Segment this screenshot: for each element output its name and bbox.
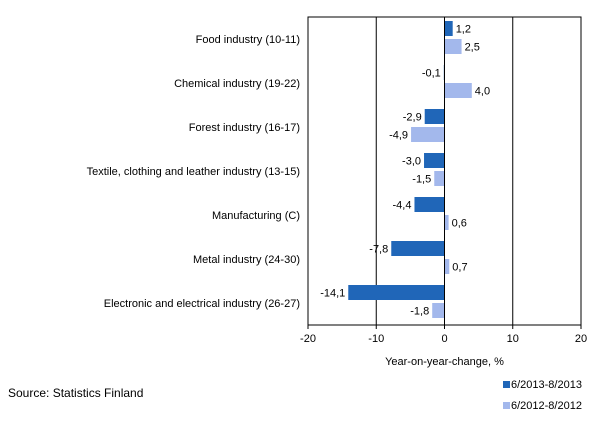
- category-label: Textile, clothing and leather industry (…: [87, 166, 300, 178]
- legend-label: 6/2012-8/2012: [511, 400, 582, 412]
- data-label: -1,5: [412, 174, 431, 186]
- data-label: -7,8: [369, 244, 388, 256]
- bar: [414, 197, 445, 212]
- bar: [411, 127, 445, 142]
- bar: [424, 109, 445, 124]
- data-label: 0,7: [452, 262, 467, 274]
- category-label: Forest industry (16-17): [189, 122, 300, 134]
- category-label: Manufacturing (C): [212, 210, 300, 222]
- x-axis-label: Year-on-year-change, %: [385, 356, 504, 368]
- legend: 6/2013-8/2013 6/2012-8/2012: [503, 379, 582, 412]
- data-label: -3,0: [402, 156, 421, 168]
- bar: [434, 171, 445, 186]
- value-labels: 1,2 2,5 -0,1 4,0 -2,9 -4,9 -3,0 -1,5 -4,4 0,6 -7,8…: [320, 24, 490, 318]
- category-labels: Food industry (10-11) Chemical industry (…: [87, 34, 300, 310]
- bar: [444, 21, 453, 36]
- bar: [444, 83, 472, 98]
- bar: [444, 215, 449, 230]
- bar: [444, 259, 450, 274]
- bar: [348, 285, 445, 300]
- gridlines: [375, 17, 514, 325]
- bar: [444, 39, 462, 54]
- category-label: Metal industry (24-30): [193, 254, 300, 266]
- category-label: Chemical industry (19-22): [174, 78, 300, 90]
- data-label: -4,9: [389, 130, 408, 142]
- data-label: -2,9: [403, 112, 422, 124]
- bar: [391, 241, 445, 256]
- data-label: -1,8: [410, 306, 429, 318]
- bar: [424, 153, 445, 168]
- x-tick-label: 0: [441, 333, 447, 345]
- source-note: Source: Statistics Finland: [8, 386, 144, 400]
- bars: [348, 21, 472, 318]
- data-label: -4,4: [393, 200, 412, 212]
- x-tick-label: 10: [507, 333, 519, 345]
- data-label: 0,6: [452, 218, 467, 230]
- legend-swatch: [503, 381, 510, 388]
- category-label: Food industry (10-11): [196, 34, 300, 46]
- x-tick-label: -20: [300, 333, 316, 345]
- x-tick-label: 20: [575, 333, 587, 345]
- x-tick-labels: -20 -10 0 10 20: [300, 325, 587, 345]
- data-label: 4,0: [475, 86, 490, 98]
- x-tick-label: -10: [368, 333, 384, 345]
- data-label: -0,1: [422, 68, 441, 80]
- data-label: 2,5: [465, 42, 480, 54]
- data-label: -14,1: [320, 288, 345, 300]
- legend-label: 6/2013-8/2013: [511, 379, 582, 391]
- data-label: 1,2: [456, 24, 471, 36]
- legend-swatch: [503, 402, 510, 409]
- bar: [432, 303, 445, 318]
- category-label: Electronic and electrical industry (26-2…: [104, 298, 300, 310]
